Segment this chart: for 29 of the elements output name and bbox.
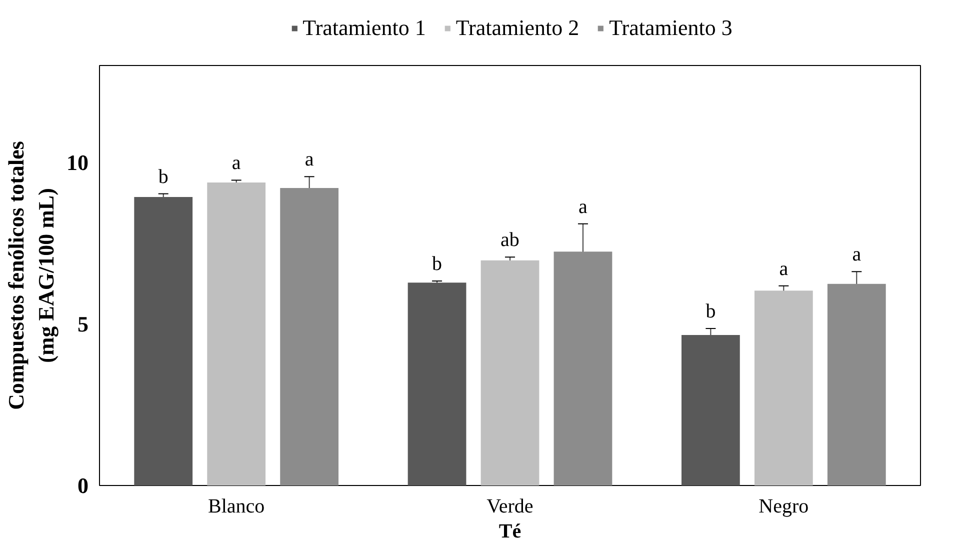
data-label: ab <box>500 229 520 252</box>
bar <box>134 196 193 486</box>
bar <box>554 252 612 486</box>
y-tick-label: 10 <box>66 150 88 175</box>
bar <box>408 282 466 486</box>
legend-label: Tratamiento 1 <box>302 14 426 40</box>
y-axis-title: Compuestos fenólicos totales (mg EAG/100 mL) <box>4 140 58 410</box>
bar <box>682 334 740 486</box>
data-label: b <box>706 300 716 322</box>
bar <box>754 290 813 486</box>
data-label: b <box>432 252 442 275</box>
data-label: a <box>852 244 862 266</box>
bar <box>280 188 338 486</box>
data-label: a <box>578 196 588 218</box>
bar <box>207 182 266 486</box>
x-axis-title: Té <box>498 520 522 542</box>
legend-label: Tratamiento 3 <box>609 14 732 40</box>
data-label: a <box>304 148 314 171</box>
data-label: a <box>779 258 788 280</box>
y-tick-label: 0 <box>78 473 88 498</box>
x-tick-label: Negro <box>758 496 809 518</box>
x-tick-label: Verde <box>486 496 534 518</box>
x-tick-label: Blanco <box>208 496 265 518</box>
y-tick-label: 5 <box>78 311 88 336</box>
data-label: b <box>158 166 168 188</box>
data-label: a <box>232 152 241 174</box>
bar <box>827 284 886 486</box>
legend-label: Tratamiento 2 <box>456 14 580 40</box>
bar <box>480 260 540 486</box>
